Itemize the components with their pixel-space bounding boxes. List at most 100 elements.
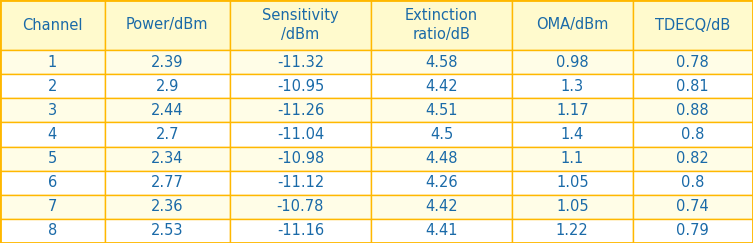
Text: -11.16: -11.16 [277,223,324,238]
Text: 2.44: 2.44 [151,103,184,118]
Text: 8: 8 [47,223,57,238]
Text: 7: 7 [47,199,57,214]
Bar [0,74,105,98]
Text: -11.12: -11.12 [277,175,324,190]
Bar [0,98,105,122]
Text: 1.1: 1.1 [561,151,584,166]
Text: -10.98: -10.98 [277,151,324,166]
Text: 4.42: 4.42 [425,79,458,94]
Bar [230,122,371,147]
Text: 1.3: 1.3 [561,79,584,94]
Text: 2.53: 2.53 [151,223,184,238]
Text: 0.88: 0.88 [676,103,709,118]
Bar [105,98,230,122]
Text: 4.26: 4.26 [425,175,458,190]
Text: 0.8: 0.8 [681,175,705,190]
Bar [512,195,633,219]
Bar [371,74,512,98]
Text: 0.79: 0.79 [676,223,709,238]
Bar [512,171,633,195]
Text: 0.98: 0.98 [556,55,589,69]
Text: Power/dBm: Power/dBm [126,17,209,33]
Bar [0,147,105,171]
Bar [230,98,371,122]
Bar [633,74,753,98]
Bar [512,98,633,122]
Text: 2.34: 2.34 [151,151,184,166]
Bar [105,0,230,50]
Bar [105,122,230,147]
Bar [371,122,512,147]
Bar [512,147,633,171]
Text: 1.05: 1.05 [556,175,589,190]
Text: 2.39: 2.39 [151,55,184,69]
Bar [105,74,230,98]
Bar [105,195,230,219]
Bar [105,219,230,243]
Text: 4.42: 4.42 [425,199,458,214]
Bar [230,50,371,74]
Text: 1.17: 1.17 [556,103,589,118]
Bar [512,0,633,50]
Text: 4.5: 4.5 [430,127,453,142]
Text: -11.04: -11.04 [277,127,324,142]
Bar [371,0,512,50]
Text: 2: 2 [47,79,57,94]
Text: 1: 1 [47,55,57,69]
Bar [371,219,512,243]
Bar [105,171,230,195]
Text: 2.7: 2.7 [156,127,179,142]
Text: 0.78: 0.78 [676,55,709,69]
Text: 0.8: 0.8 [681,127,705,142]
Bar [0,122,105,147]
Bar [0,219,105,243]
Text: 4.51: 4.51 [425,103,458,118]
Text: -11.26: -11.26 [277,103,324,118]
Bar [633,171,753,195]
Bar [105,147,230,171]
Bar [371,195,512,219]
Bar [371,147,512,171]
Text: 4: 4 [47,127,57,142]
Text: OMA/dBm: OMA/dBm [536,17,608,33]
Text: -11.32: -11.32 [277,55,324,69]
Bar [230,0,371,50]
Text: 5: 5 [47,151,57,166]
Bar [633,147,753,171]
Text: Extinction
ratio/dB: Extinction ratio/dB [405,8,478,42]
Bar [371,98,512,122]
Text: 4.41: 4.41 [425,223,458,238]
Text: 1.4: 1.4 [561,127,584,142]
Bar [512,219,633,243]
Text: 2.9: 2.9 [156,79,179,94]
Bar [0,195,105,219]
Text: 3: 3 [47,103,57,118]
Bar [633,122,753,147]
Bar [230,171,371,195]
Text: 4.48: 4.48 [425,151,458,166]
Text: 4.58: 4.58 [425,55,458,69]
Bar [512,122,633,147]
Text: -10.78: -10.78 [276,199,324,214]
Text: -10.95: -10.95 [277,79,324,94]
Bar [633,219,753,243]
Bar [0,50,105,74]
Bar [230,219,371,243]
Bar [105,50,230,74]
Text: 2.77: 2.77 [151,175,184,190]
Bar [371,171,512,195]
Text: Channel: Channel [22,17,83,33]
Text: 0.74: 0.74 [676,199,709,214]
Bar [512,74,633,98]
Bar [512,50,633,74]
Bar [0,171,105,195]
Bar [230,74,371,98]
Bar [633,98,753,122]
Bar [0,0,105,50]
Text: 6: 6 [47,175,57,190]
Bar [633,195,753,219]
Bar [230,195,371,219]
Text: 2.36: 2.36 [151,199,184,214]
Bar [633,50,753,74]
Text: TDECQ/dB: TDECQ/dB [655,17,730,33]
